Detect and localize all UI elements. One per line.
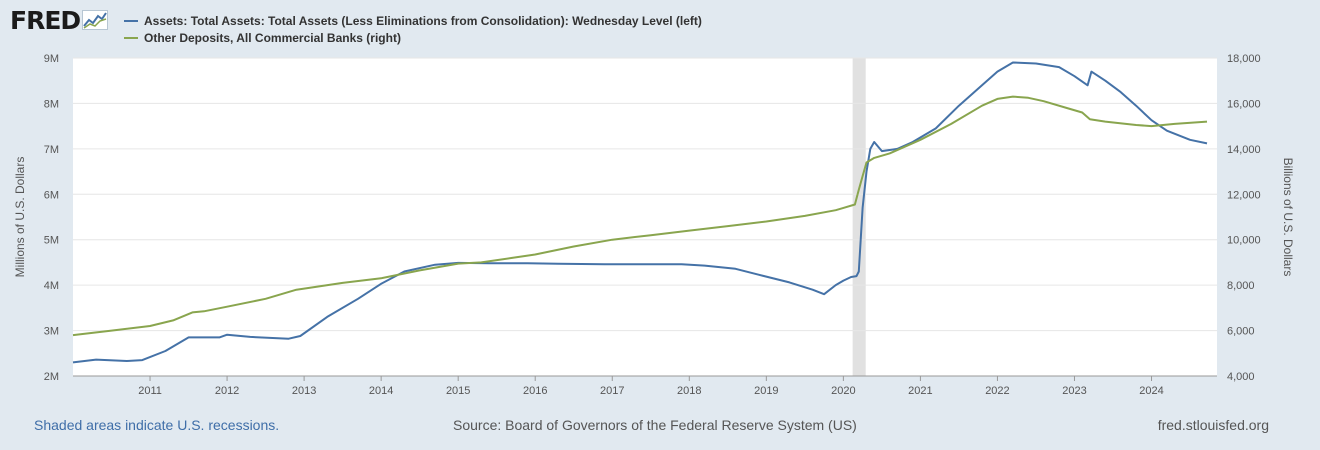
chart-legend: Assets: Total Assets: Total Assets (Less… xyxy=(124,12,702,46)
y-tick-label-left: 6M xyxy=(44,189,59,201)
fred-chart-mark-icon xyxy=(82,10,109,30)
x-tick-label: 2019 xyxy=(754,385,778,397)
recessions-note-link[interactable]: Shaded areas indicate U.S. recessions. xyxy=(34,417,280,433)
y-axis-label-right: Billions of U.S. Dollars xyxy=(1281,158,1295,277)
axes: 2M 3M 4M 5M 6M 7M 8M 9M 4,000 6,000 8,000 10,000 12,… xyxy=(44,53,1261,397)
y-tick-label-right: 8,000 xyxy=(1227,280,1255,292)
x-tick-label: 2013 xyxy=(292,385,316,397)
y-tick-label-right: 6,000 xyxy=(1227,326,1255,338)
y-tick-label-right: 4,000 xyxy=(1227,371,1255,383)
x-tick-label: 2021 xyxy=(908,385,932,397)
y-tick-label-left: 8M xyxy=(44,98,59,110)
chart-header: FRED Assets: Total Assets: Total Assets … xyxy=(0,0,1320,50)
y-tick-label-left: 2M xyxy=(44,371,59,383)
fred-url[interactable]: fred.stlouisfed.org xyxy=(1157,417,1269,433)
x-tick-label: 2011 xyxy=(138,385,162,397)
legend-item-assets[interactable]: Assets: Total Assets: Total Assets (Less… xyxy=(124,12,702,29)
x-tick-label: 2020 xyxy=(831,385,855,397)
y-tick-label-right: 18,000 xyxy=(1227,53,1261,65)
recession-band xyxy=(852,58,866,376)
legend-swatch-deposits xyxy=(124,36,138,39)
y-tick-label-left: 9M xyxy=(44,53,59,65)
y-tick-label-left: 3M xyxy=(44,326,59,338)
x-tick-label: 2014 xyxy=(369,385,393,397)
y-tick-label-left: 7M xyxy=(44,144,59,156)
x-tick-label: 2024 xyxy=(1139,385,1163,397)
fred-logo[interactable]: FRED xyxy=(10,5,109,35)
series-line-assets[interactable] xyxy=(72,61,1208,364)
legend-label-deposits: Other Deposits, All Commercial Banks (ri… xyxy=(144,30,401,45)
source-note: Source: Board of Governors of the Federa… xyxy=(453,417,857,433)
y-tick-label-left: 4M xyxy=(44,280,59,292)
legend-label-assets: Assets: Total Assets: Total Assets (Less… xyxy=(144,13,702,28)
fred-logo-text: FRED xyxy=(10,5,81,35)
x-tick-label: 2023 xyxy=(1062,385,1086,397)
x-tick-label: 2012 xyxy=(215,385,239,397)
series-lines xyxy=(72,61,1208,364)
y-tick-label-right: 12,000 xyxy=(1227,189,1261,201)
legend-item-deposits[interactable]: Other Deposits, All Commercial Banks (ri… xyxy=(124,29,702,46)
x-tick-label: 2022 xyxy=(985,385,1009,397)
line-chart: 2M 3M 4M 5M 6M 7M 8M 9M 4,000 6,000 8,000 10,000 12,… xyxy=(13,53,1295,397)
x-tick-label: 2017 xyxy=(600,385,624,397)
y-tick-label-right: 16,000 xyxy=(1227,98,1261,110)
x-tick-label: 2015 xyxy=(446,385,470,397)
legend-swatch-assets xyxy=(124,19,138,22)
series-line-deposits[interactable] xyxy=(72,95,1208,337)
plot-area xyxy=(73,58,1217,376)
y-tick-label-left: 5M xyxy=(44,235,59,247)
y-tick-label-right: 10,000 xyxy=(1227,235,1261,247)
x-tick-label: 2016 xyxy=(523,385,547,397)
y-tick-label-right: 14,000 xyxy=(1227,144,1261,156)
x-tick-label: 2018 xyxy=(677,385,701,397)
y-axis-label-left: Millions of U.S. Dollars xyxy=(13,157,27,278)
recession-shading xyxy=(852,58,866,376)
